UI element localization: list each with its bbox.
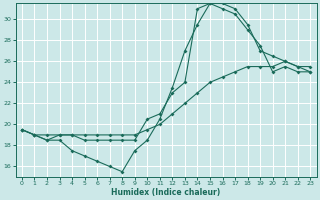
X-axis label: Humidex (Indice chaleur): Humidex (Indice chaleur) xyxy=(111,188,221,197)
